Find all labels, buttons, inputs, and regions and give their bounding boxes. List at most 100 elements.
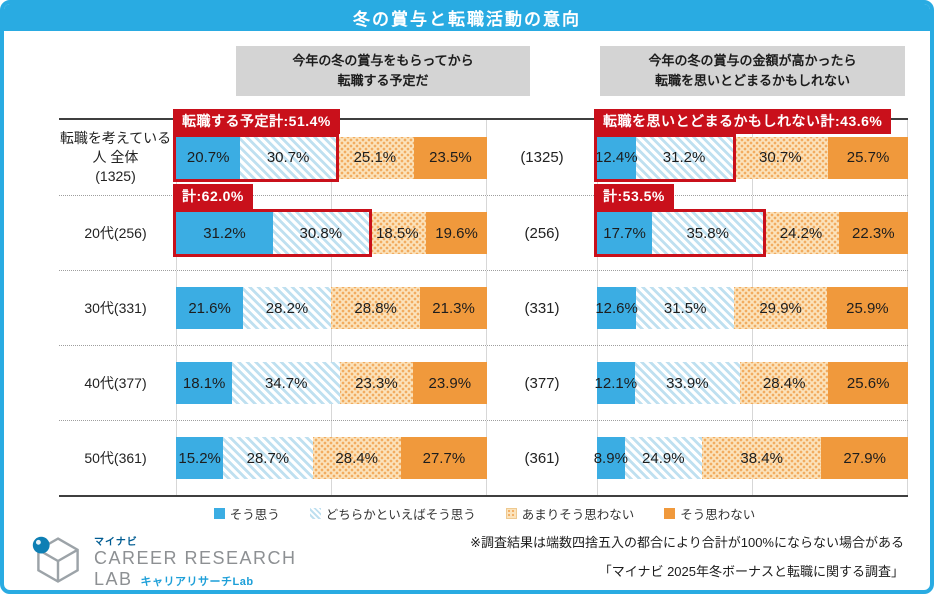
bar-cell: 12.1% 33.9% 28.4% 25.6% — [594, 346, 908, 420]
bar-segment: 12.6% — [595, 287, 638, 329]
title-bar: 冬の賞与と転職活動の意向 — [4, 4, 930, 31]
table-row: 50代(361) 15.2% 28.7% 28.4% 27.7% (361) 8.9% 24.… — [59, 420, 908, 495]
sample-count-label: (361) — [524, 449, 560, 467]
bar-segment: 31.2% — [635, 136, 733, 179]
bar-segment: 12.1% — [594, 362, 638, 404]
segment-value-label: 28.2% — [265, 299, 309, 317]
bar-segment: 23.5% — [413, 136, 487, 179]
question-left-line1: 今年の冬の賞与をもらってから — [292, 52, 474, 68]
segment-value-label: 28.4% — [335, 449, 378, 467]
segment-value-label: 25.9% — [846, 299, 889, 317]
segment-value-label: 25.7% — [846, 149, 890, 166]
segment-value-label: 12.1% — [594, 374, 638, 392]
row-label-line: 40代(377) — [84, 374, 147, 391]
bar-cell: 31.2% 30.8% 18.5% 19.6% 計:62.0% — [173, 184, 487, 270]
legend: そう思う どちらかといえばそう思う あまりそう思わない そう思わない — [59, 504, 910, 523]
footnotes: ※調査結果は端数四捨五入の都合により合計が100%にならない場合がある 「マイナ… — [470, 535, 904, 579]
bar-segment: 28.2% — [243, 287, 331, 329]
bar-segment: 28.4% — [740, 362, 829, 404]
note-source: 「マイナビ 2025年冬ボーナスと転職に関する調査」 — [598, 563, 904, 579]
bar-segment: 25.9% — [827, 287, 908, 329]
question-header-right: 今年の冬の賞与の金額が高かったら 転職を思いとどまるかもしれない — [600, 46, 905, 96]
bar-segment: 23.3% — [340, 362, 413, 404]
bar-segment: 12.4% — [595, 136, 638, 179]
question-headers: 今年の冬の賞与をもらってから 転職する予定だ 今年の冬の賞与の金額が高かったら … — [59, 46, 905, 96]
segment-value-label: 8.9% — [593, 449, 628, 467]
segment-value-label: 18.5% — [376, 224, 419, 242]
question-right-line1: 今年の冬の賞与の金額が高かったら — [648, 52, 857, 68]
brand-subtitle: キャリアリサーチLab — [140, 575, 254, 588]
bar-segment: 31.2% — [176, 212, 273, 254]
bar-segment: 8.9% — [593, 437, 628, 479]
bar-segment: 31.5% — [636, 287, 735, 329]
legend-label: あまりそう思わない — [521, 508, 635, 522]
row-label-line: (1325) — [95, 167, 136, 184]
stacked-bar: 12.1% 33.9% 28.4% 25.6% — [594, 362, 908, 404]
bar-segment: 38.4% — [702, 437, 822, 479]
bar-cell: 15.2% 28.7% 28.4% 27.7% — [176, 421, 487, 495]
career-research-lab-cube-icon — [32, 536, 79, 584]
legend-swatch-agree-strong-icon — [213, 508, 225, 519]
stacked-bar: 31.2% 30.8% 18.5% 19.6% 計:62.0% — [173, 184, 487, 257]
bar-segment: 21.6% — [176, 287, 244, 329]
bar-segment: 25.6% — [828, 362, 908, 404]
sum-callout: 計:53.5% — [594, 184, 674, 209]
row-label: 20代(256) — [59, 196, 176, 270]
bar-cell: 21.6% 28.2% 28.8% 21.3% — [176, 271, 487, 345]
segment-value-label: 31.2% — [662, 149, 706, 166]
stacked-bar: 21.6% 28.2% 28.8% 21.3% — [176, 287, 487, 329]
segment-value-label: 22.3% — [852, 224, 895, 242]
stacked-bar: 12.4% 31.2% 30.7% 25.7% 転職を思いとどまるかもしれない計:43.… — [594, 108, 908, 182]
header-spacer — [530, 46, 600, 96]
bar-segment: 25.7% — [828, 136, 908, 179]
bar-cell: 12.6% 31.5% 29.9% 25.9% — [595, 271, 908, 345]
row-label: 転職を考えている人 全体 (1325) — [59, 120, 176, 195]
bar-segment: 20.7% — [176, 136, 241, 179]
brand-text: マイナビ CAREER RESEARCH LAB キャリアリサーチLab — [94, 533, 297, 589]
sample-count-label: (331) — [524, 299, 560, 317]
segment-value-label: 38.4% — [740, 449, 783, 467]
bar-segment: 28.4% — [312, 437, 401, 479]
segment-value-label: 30.8% — [299, 224, 343, 242]
segment-value-label: 23.5% — [429, 149, 472, 166]
bar-segment: 22.3% — [838, 212, 908, 254]
segment-value-label: 33.9% — [666, 374, 709, 392]
segment-value-label: 31.5% — [663, 299, 707, 317]
bar-segment: 30.7% — [732, 136, 829, 179]
bar-segment: 21.3% — [420, 287, 487, 329]
chart-table: 転職を考えている人 全体 (1325) 20.7% 30.7% 25.1% 23.5% 転職… — [59, 108, 908, 497]
legend-item: そう思わない — [664, 504, 755, 523]
sample-count-label: (1325) — [520, 149, 564, 166]
legend-item: そう思う — [213, 504, 280, 523]
segment-value-label: 17.7% — [603, 224, 646, 242]
legend-swatch-disagree-weak-icon — [505, 508, 517, 519]
segment-value-label: 19.6% — [435, 224, 478, 242]
stacked-bar: 8.9% 24.9% 38.4% 27.9% — [593, 437, 908, 479]
bar-segment: 18.1% — [176, 362, 233, 404]
segment-value-label: 24.2% — [779, 224, 823, 242]
bar-segment: 29.9% — [734, 287, 828, 329]
table-row: 40代(377) 18.1% 34.7% 23.3% 23.9% (377) 12.1% 33… — [59, 345, 908, 420]
bar-cell: 18.1% 34.7% 23.3% 23.9% — [176, 346, 487, 420]
segment-value-label: 31.2% — [203, 224, 246, 242]
question-right-line2: 転職を思いとどまるかもしれない — [654, 73, 850, 88]
bar-cell: 8.9% 24.9% 38.4% 27.9% — [593, 421, 908, 495]
bar-segment: 15.2% — [176, 437, 224, 479]
segment-value-label: 27.7% — [422, 449, 466, 467]
segment-value-label: 15.2% — [178, 449, 221, 467]
row-label-line: 30代(331) — [84, 299, 147, 316]
segment-value-label: 25.6% — [846, 374, 890, 392]
bar-segment: 27.7% — [400, 437, 487, 479]
note-rounding: ※調査結果は端数四捨五入の都合により合計が100%にならない場合がある — [470, 535, 904, 550]
bar-segment: 19.6% — [426, 212, 487, 254]
brand-logo: マイナビ CAREER RESEARCH LAB キャリアリサーチLab — [30, 533, 297, 589]
row-label-line: 20代(256) — [84, 224, 147, 241]
segment-value-label: 21.3% — [432, 299, 475, 317]
table-row: 30代(331) 21.6% 28.2% 28.8% 21.3% (331) 12.6% 31… — [59, 270, 908, 345]
sample-count-label: (377) — [524, 374, 560, 392]
row-label: 30代(331) — [59, 271, 176, 345]
bar-cell: 12.4% 31.2% 30.7% 25.7% 転職を思いとどまるかもしれない計:43.… — [594, 108, 908, 195]
segment-value-label: 24.9% — [642, 449, 685, 467]
row-label: 50代(361) — [59, 421, 176, 495]
bar-segment: 33.9% — [634, 362, 741, 404]
